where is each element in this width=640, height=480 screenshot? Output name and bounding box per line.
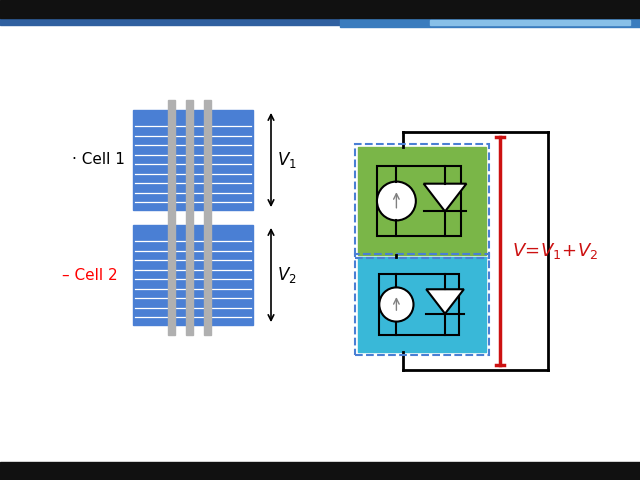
Text: $V_1$: $V_1$ <box>277 150 297 170</box>
Bar <box>133 110 253 210</box>
Bar <box>340 17 640 27</box>
Text: $V_2$: $V_2$ <box>277 265 296 285</box>
Circle shape <box>380 288 413 322</box>
Text: · Cell 1: · Cell 1 <box>72 153 125 168</box>
Bar <box>0 18 640 25</box>
Bar <box>204 100 211 335</box>
Circle shape <box>377 181 416 220</box>
Bar <box>0 0 640 18</box>
Bar <box>168 100 175 335</box>
Text: $V\!=\!V_1\!+\!V_2$: $V\!=\!V_1\!+\!V_2$ <box>512 241 598 261</box>
Bar <box>430 20 630 25</box>
Bar <box>355 144 489 258</box>
Bar <box>355 254 489 355</box>
Bar <box>358 147 486 255</box>
Text: – Cell 2: – Cell 2 <box>62 267 118 283</box>
Bar <box>186 100 193 335</box>
Bar <box>380 274 459 335</box>
Bar <box>133 225 253 325</box>
Polygon shape <box>424 184 467 212</box>
Bar <box>358 257 486 352</box>
Bar <box>0 462 640 480</box>
Bar <box>377 167 461 236</box>
Polygon shape <box>426 289 464 314</box>
